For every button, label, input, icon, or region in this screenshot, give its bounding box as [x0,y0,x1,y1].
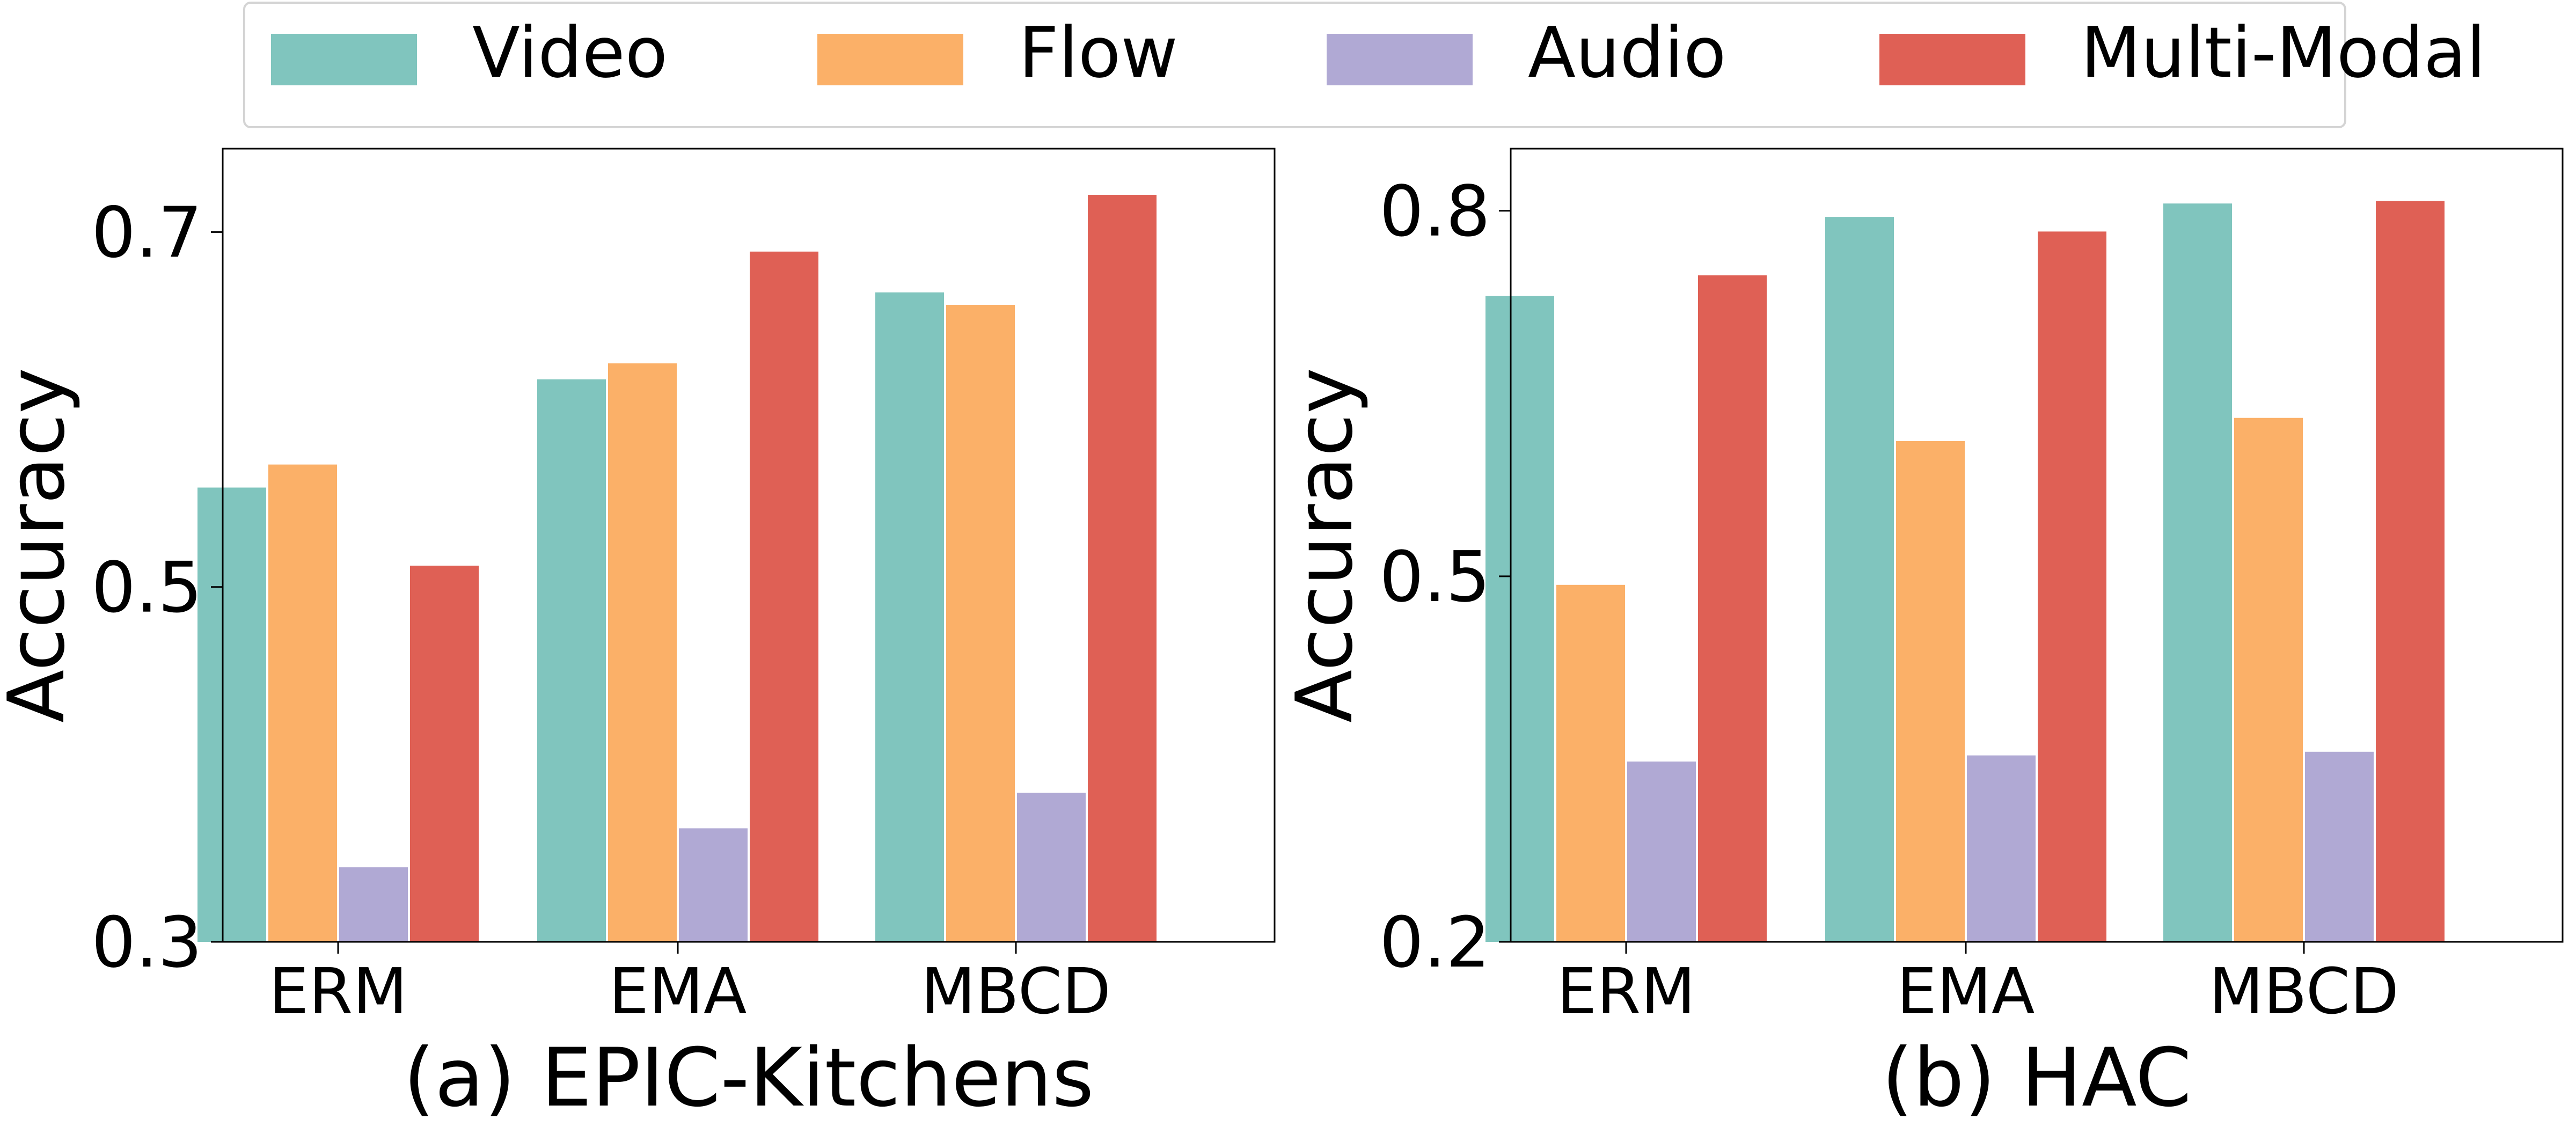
bar-a-ema-audio [679,828,748,942]
legend-swatch-flow [817,34,963,85]
legend-label-flow: Flow [1019,12,1178,93]
chart-hac: 0.2 0.5 0.8 ERM EMA MBCD Accuracy (b) HAC [1279,148,2564,1125]
x-tick-label-a-ema: EMA [609,954,747,1028]
bar-a-mbcd-multi-modal [1088,195,1157,942]
legend-label-video: Video [472,12,668,93]
legend: Video Flow Audio Multi-Modal [243,2,2486,128]
y-tick-label-a-1: 0.5 [91,547,202,628]
bar-b-mbcd-multi-modal [2376,201,2445,942]
y-tick-label-b-1: 0.5 [1379,536,1490,618]
bar-b-erm-multi-modal [1698,275,1767,942]
x-tick-label-b-mbcd: MBCD [2209,954,2399,1028]
x-tick-label-b-ema: EMA [1897,954,2035,1028]
bar-b-mbcd-audio [2305,751,2374,942]
bar-b-mbcd-video [2163,203,2232,942]
y-tick-label-a-2: 0.7 [91,192,202,273]
legend-swatch-multi-modal [1879,34,2025,85]
subplot-caption-b: (b) HAC [1882,1031,2191,1125]
bar-b-ema-flow [1896,441,1965,942]
bar-a-mbcd-video [875,292,944,942]
y-tick-label-a-0: 0.3 [91,902,202,983]
y-tick-label-b-2: 0.8 [1379,171,1490,252]
bar-b-ema-video [1825,217,1894,942]
bar-b-erm-audio [1627,762,1696,942]
x-tick-label-a-erm: ERM [269,954,407,1028]
legend-label-multi-modal: Multi-Modal [2081,12,2486,93]
bar-a-erm-video [197,487,266,942]
x-tick-label-a-mbcd: MBCD [921,954,1111,1028]
legend-frame [243,2,2346,128]
bar-a-mbcd-audio [1017,793,1086,942]
bar-a-erm-multi-modal [410,566,479,942]
bar-b-mbcd-flow [2234,418,2303,942]
plot-frame-a [222,148,1276,943]
y-axis-label-b: Accuracy [1279,368,1370,723]
plot-frame-b [1510,148,2564,943]
bar-a-mbcd-flow [946,305,1015,942]
bar-a-ema-flow [608,363,677,942]
legend-swatch-audio [1327,34,1473,85]
bar-b-ema-audio [1967,755,2036,942]
bar-a-ema-multi-modal [750,251,818,942]
bar-b-erm-video [1485,296,1554,942]
legend-swatch-video [271,34,417,85]
x-tick-label-b-erm: ERM [1557,954,1695,1028]
legend-label-audio: Audio [1528,12,1726,93]
y-axis-label-a: Accuracy [0,368,82,723]
bar-a-erm-flow [268,464,337,942]
chart-epic-kitchens: 0.3 0.5 0.7 ERM EMA MBCD Accuracy (a) EPIC-K… [0,148,1276,1125]
bar-a-erm-audio [339,867,408,942]
bar-b-ema-multi-modal [2038,231,2106,942]
subplot-caption-a: (a) EPIC-Kitchens [404,1031,1094,1125]
y-tick-label-b-0: 0.2 [1379,902,1490,983]
bar-a-ema-video [537,379,606,942]
bar-b-erm-flow [1556,584,1625,942]
